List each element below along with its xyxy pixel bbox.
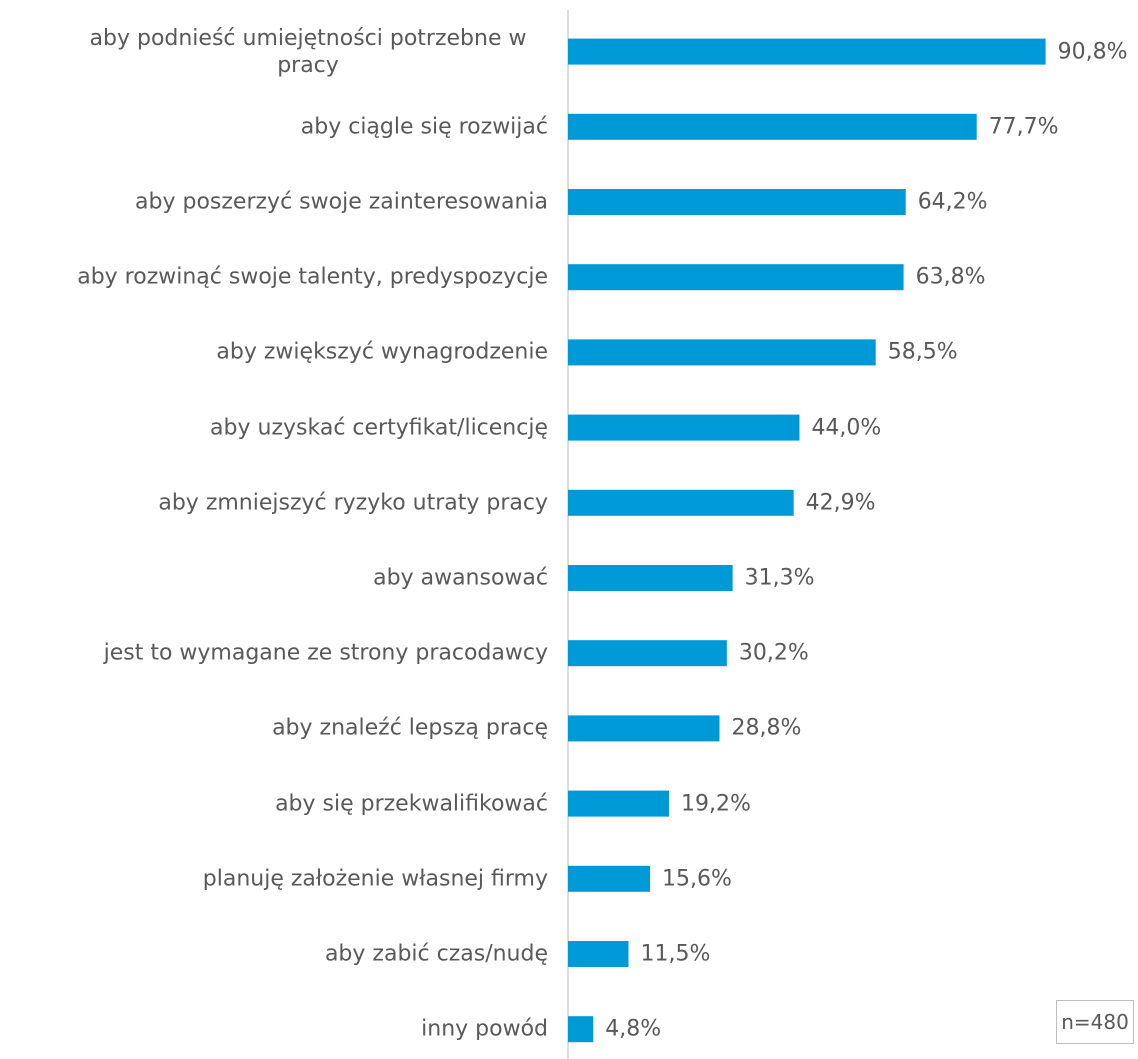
category-label-text: planuję założenie własnej firmy [202, 866, 548, 892]
category-label: aby zmniejszyć ryzyko utraty pracy [68, 489, 548, 516]
category-label: aby ciągle się rozwijać [68, 113, 548, 140]
value-label: 28,8% [731, 715, 801, 742]
category-label-text: inny powód [421, 1016, 548, 1042]
bar [568, 941, 629, 967]
bar [568, 640, 727, 667]
bar [568, 715, 720, 742]
value-label-text: 44,0% [811, 415, 882, 441]
category-label-text: aby awansować [373, 565, 548, 591]
category-label: aby podnieść umiejętności potrzebne w pr… [68, 25, 548, 79]
value-label-text: 4,8% [605, 1016, 662, 1042]
value-label-text: 11,5% [640, 941, 711, 967]
category-label-text: aby zabić czas/nudę [324, 941, 548, 967]
value-label-text: 90,8% [1057, 39, 1128, 65]
category-label-text: aby zwiększyć wynagrodzenie [216, 339, 548, 365]
category-label: aby poszerzyć swoje zainteresowania [68, 189, 548, 216]
bar [568, 414, 800, 441]
category-label-text: aby zmniejszyć ryzyko utraty pracy [158, 490, 548, 516]
bar [568, 189, 906, 215]
bar [568, 264, 904, 291]
value-label: 58,5% [888, 339, 958, 366]
value-label: 77,7% [989, 113, 1059, 140]
annotation: n=480 [1056, 1000, 1134, 1044]
value-label-text: 63,8% [915, 264, 986, 290]
bar [568, 38, 1046, 65]
bar [568, 113, 977, 140]
value-label: 4,8% [605, 1016, 661, 1043]
value-label-text: 58,5% [887, 339, 958, 365]
value-label: 90,8% [1058, 38, 1128, 65]
value-label: 63,8% [916, 264, 986, 291]
category-label: aby zwiększyć wynagrodzenie [68, 339, 548, 366]
bar [568, 865, 651, 892]
bar [568, 489, 794, 516]
value-label-text: 31,3% [744, 565, 815, 591]
category-label-text: aby uzyskać certyfikat/licencję [210, 415, 548, 441]
value-label-text: 15,6% [662, 866, 732, 892]
category-label-text: aby się przekwalifikować [275, 791, 548, 817]
bar [568, 790, 669, 817]
bar [568, 1016, 594, 1043]
value-label-text: 42,9% [805, 490, 876, 516]
category-label-text: aby ciągle się rozwijać [300, 114, 548, 140]
value-label: 42,9% [806, 489, 876, 516]
value-label: 30,2% [739, 640, 809, 667]
value-label-text: 64,2% [917, 189, 988, 215]
value-label: 19,2% [681, 790, 751, 817]
category-label: aby znaleźć lepszą pracę [68, 715, 548, 742]
category-label: aby zabić czas/nudę [68, 941, 548, 968]
category-label: inny powód [68, 1016, 548, 1043]
value-label: 64,2% [918, 189, 988, 216]
value-label-text: 19,2% [680, 791, 751, 817]
bar [568, 339, 876, 366]
category-label: aby się przekwalifikować [68, 790, 548, 817]
category-label: jest to wymagane ze strony pracodawcy [68, 640, 548, 667]
value-label: 44,0% [811, 414, 881, 441]
category-label: aby uzyskać certyfikat/licencję [68, 414, 548, 441]
bar [568, 565, 733, 591]
category-label-text: aby poszerzyć swoje zainteresowania [135, 189, 548, 215]
category-label-text: jest to wymagane ze strony pracodawcy [103, 640, 548, 666]
category-label-text: aby podnieść umiejętności potrzebne w pr… [89, 25, 527, 78]
value-label-text: 77,7% [988, 114, 1059, 140]
category-label-text: aby rozwinąć swoje talenty, predyspozycj… [77, 264, 548, 290]
value-label: 11,5% [640, 941, 710, 968]
category-label-text: aby znaleźć lepszą pracę [272, 715, 548, 741]
category-label: planuję założenie własnej firmy [68, 865, 548, 892]
value-label: 31,3% [745, 565, 815, 592]
category-label: aby rozwinąć swoje talenty, predyspozycj… [68, 264, 548, 291]
value-label-text: 28,8% [731, 715, 802, 741]
value-label-text: 30,2% [738, 640, 809, 666]
category-label: aby awansować [68, 565, 548, 592]
value-label: 15,6% [662, 865, 732, 892]
